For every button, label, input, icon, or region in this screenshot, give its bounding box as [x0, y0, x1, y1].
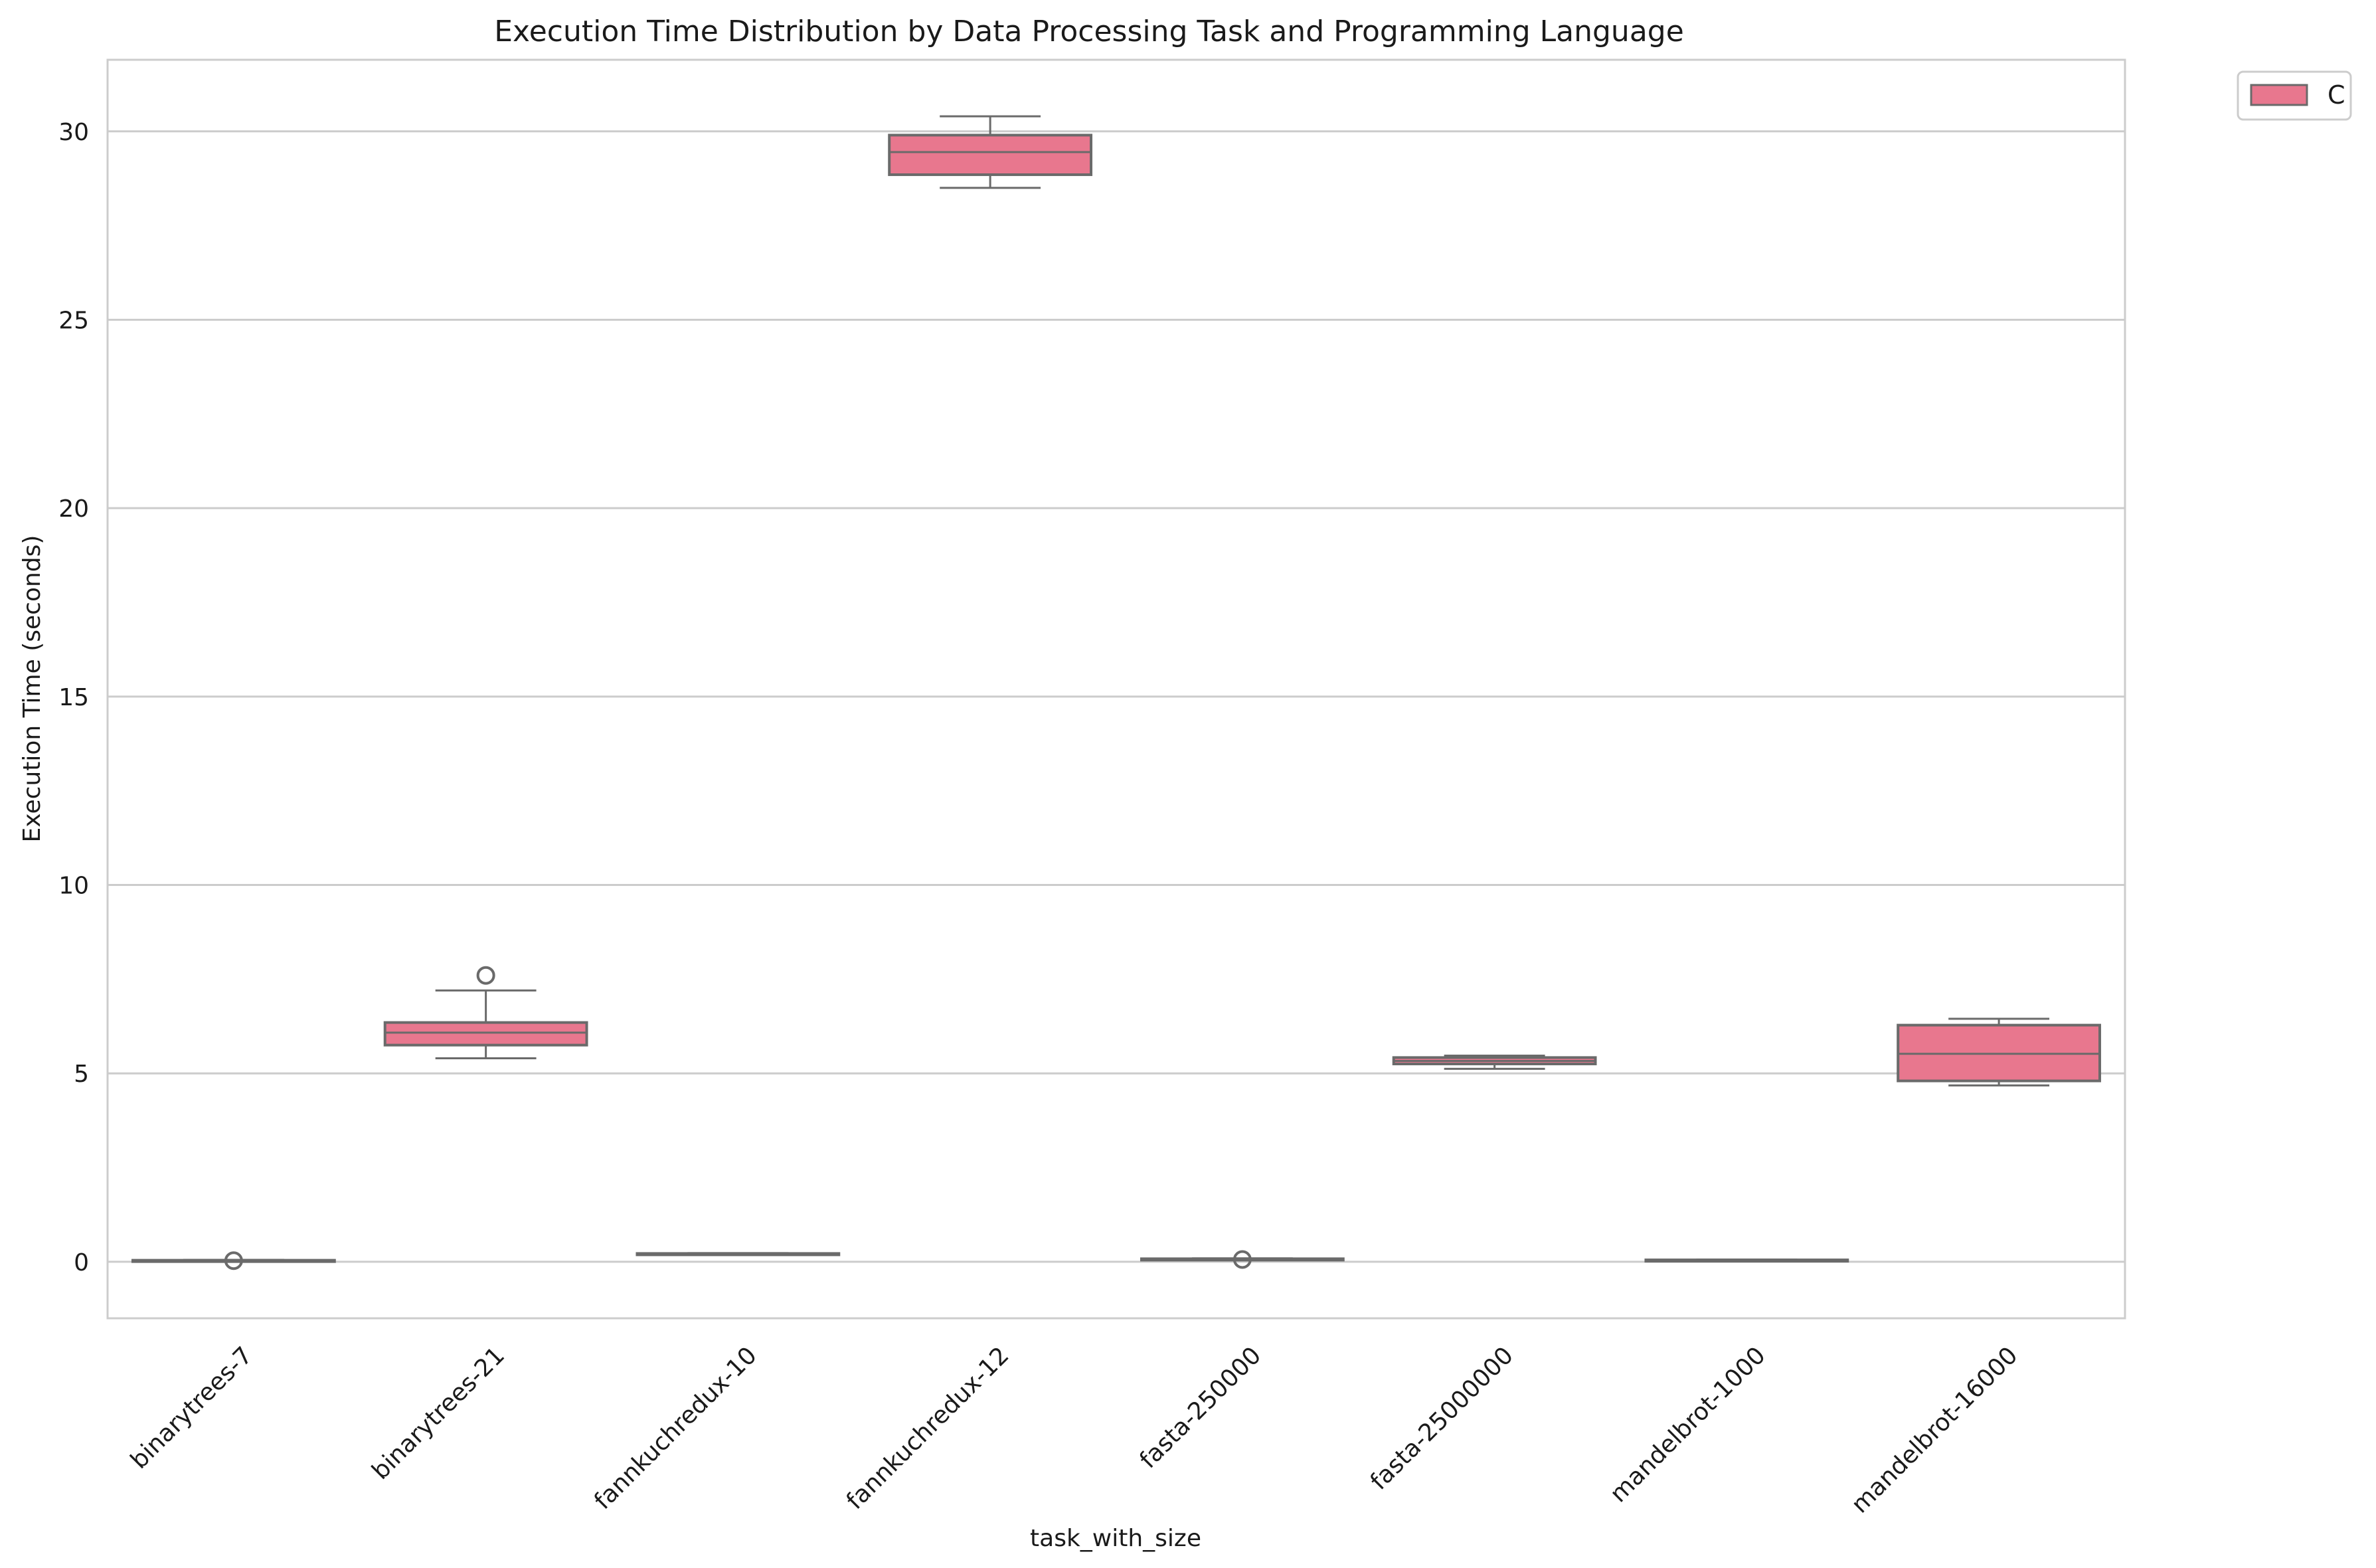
y-tick-label-25: 25 — [58, 307, 89, 334]
outlier-binarytrees-21-0 — [476, 966, 495, 985]
box-binarytrees-7 — [131, 1251, 336, 1270]
chart-title: Execution Time Distribution by Data Proc… — [494, 15, 1684, 48]
y-tick-label-15: 15 — [58, 684, 89, 711]
boxes — [131, 115, 2102, 1270]
x-axis-label: task_with_size — [1030, 1525, 1201, 1552]
x-tick-label-mandelbrot-16000: mandelbrot-16000 — [1846, 1342, 2023, 1518]
box-mandelbrot-16000 — [1897, 1017, 2102, 1087]
y-tick-label-30: 30 — [58, 119, 89, 146]
x-tick-label-mandelbrot-1000: mandelbrot-1000 — [1605, 1342, 1771, 1508]
y-tick-label-5: 5 — [74, 1061, 89, 1088]
y-tick-label-0: 0 — [74, 1249, 89, 1276]
box-fannkuchredux-12 — [888, 115, 1093, 189]
outlier-binarytrees-7-0 — [224, 1251, 243, 1270]
legend-label-c: C — [2328, 80, 2345, 110]
legend: C — [2237, 70, 2352, 121]
box-fasta-25000000 — [1392, 1055, 1597, 1070]
box-binarytrees-21 — [383, 966, 588, 1060]
x-tick-label-binarytrees-21: binarytrees-21 — [367, 1342, 511, 1485]
x-tick-label-fannkuchredux-10: fannkuchredux-10 — [589, 1342, 762, 1515]
x-tick-label-fannkuchredux-12: fannkuchredux-12 — [841, 1342, 1015, 1515]
x-tick-labels: binarytrees-7 binarytrees-21 fannkuchredux… — [126, 1342, 2023, 1518]
x-tick-label-fasta-250000: fasta-250000 — [1135, 1342, 1267, 1474]
y-tick-labels: 0 5 10 15 20 25 30 — [58, 119, 89, 1276]
gridlines — [108, 130, 2125, 1263]
box-mandelbrot-1000 — [1644, 1258, 1849, 1263]
y-axis-label: Execution Time (seconds) — [19, 535, 46, 843]
box-fasta-250000 — [1140, 1250, 1345, 1269]
plot-area — [106, 58, 2126, 1320]
legend-swatch — [2250, 84, 2308, 106]
box-fannkuchredux-10 — [636, 1252, 841, 1257]
x-tick-label-binarytrees-7: binarytrees-7 — [126, 1342, 258, 1474]
box-body-binarytrees-21 — [383, 1021, 588, 1047]
y-tick-label-20: 20 — [58, 495, 89, 523]
outlier-fasta-250000-0 — [1232, 1250, 1252, 1269]
x-tick-label-fasta-25000000: fasta-25000000 — [1365, 1342, 1519, 1495]
y-tick-label-10: 10 — [58, 873, 89, 900]
box-body-fannkuchredux-12 — [888, 133, 1093, 177]
